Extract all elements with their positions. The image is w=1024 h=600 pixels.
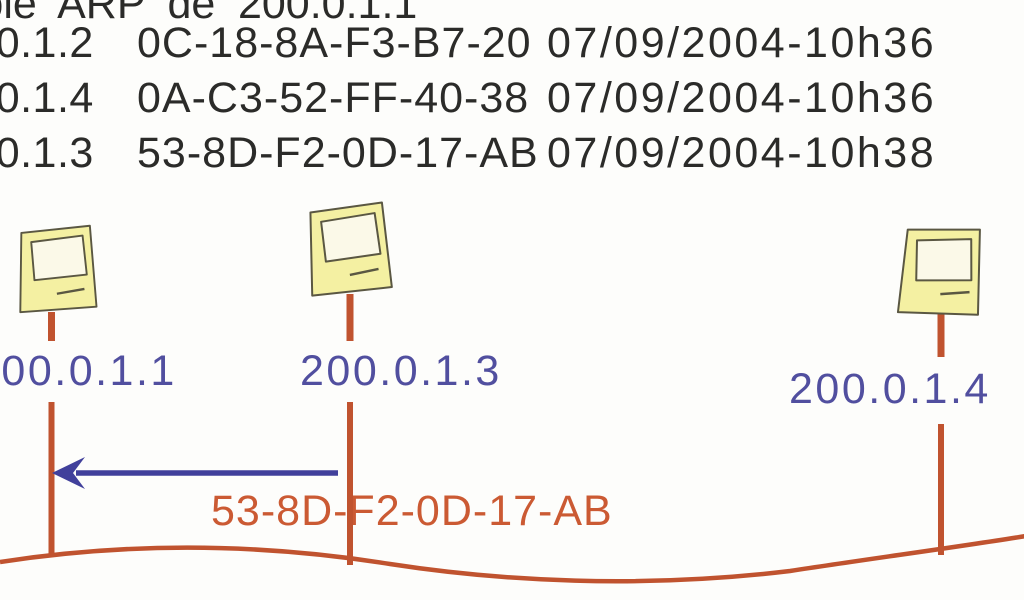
arp-reply-mac-label: 53-8D-F2-0D-17-AB bbox=[211, 487, 613, 535]
arp-reply-arrow bbox=[52, 457, 338, 489]
arp-row-ip: 200.0.1.3 bbox=[0, 129, 94, 177]
arp-row-timestamp: 07/09/2004-10h36 bbox=[547, 74, 937, 122]
arp-row-timestamp: 07/09/2004-10h38 bbox=[547, 129, 937, 177]
arp-table-row: 200.0.1.2 0C-18-8A-F3-B7-20 07/09/2004-1… bbox=[0, 22, 1024, 72]
arp-table-row: 200.0.1.4 0A-C3-52-FF-40-38 07/09/2004-1… bbox=[0, 77, 1024, 127]
host-ip-label: 200.0.1.1 bbox=[0, 347, 177, 395]
computer-icon bbox=[893, 217, 988, 323]
arp-row-mac: 53-8D-F2-0D-17-AB bbox=[137, 129, 539, 177]
arp-table-row: 200.0.1.3 53-8D-F2-0D-17-AB 07/09/2004-1… bbox=[0, 132, 1024, 182]
host-ip-label: 200.0.1.3 bbox=[300, 347, 502, 395]
arp-row-mac: 0C-18-8A-F3-B7-20 bbox=[137, 19, 532, 67]
arp-table-title: Table ARP de 200.0.1.1 bbox=[0, 0, 418, 28]
host-ip-label: 200.0.1.4 bbox=[789, 365, 991, 413]
arp-row-ip: 200.0.1.4 bbox=[0, 74, 94, 122]
arp-row-ip: 200.0.1.2 bbox=[0, 19, 94, 67]
computer-icon bbox=[301, 195, 396, 301]
arp-row-timestamp: 07/09/2004-10h36 bbox=[547, 19, 937, 67]
arp-row-mac: 0A-C3-52-FF-40-38 bbox=[137, 74, 530, 122]
computer-icon bbox=[12, 219, 99, 318]
network-bus-line bbox=[0, 534, 1024, 584]
